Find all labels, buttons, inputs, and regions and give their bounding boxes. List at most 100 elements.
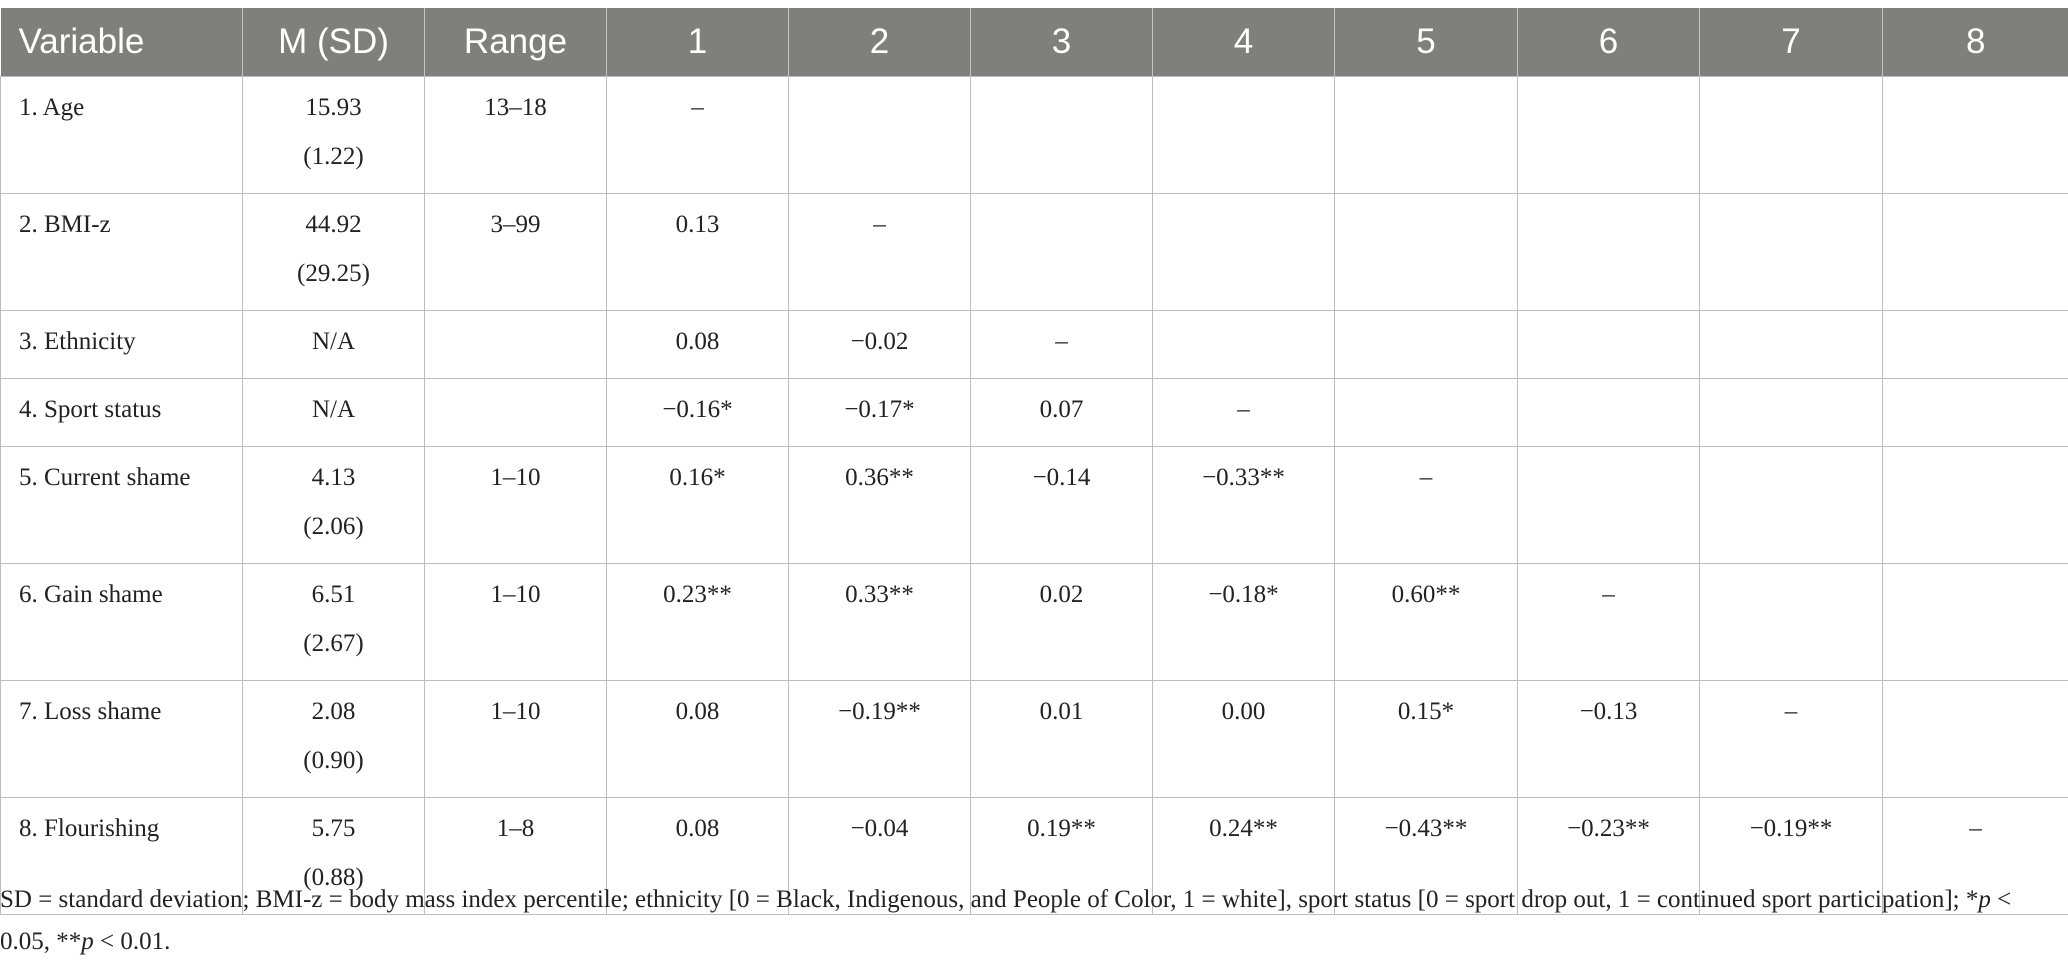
correlation-cell: −0.19** [1699,797,1883,915]
correlation-cell: – [606,76,789,194]
table-row: 1. Age 15.93 (1.22) 13–18– [0,76,2068,194]
sd-value: (0.88) [303,864,364,891]
header-col-6: 6 [1517,8,1700,77]
range-cell: 3–99 [424,193,607,311]
sd-value: (29.25) [297,260,370,287]
correlation-cell: −0.43** [1334,797,1518,915]
footnote-lead: SD = standard deviation; BMI-z = body ma… [0,886,1979,913]
correlation-cell [788,76,971,194]
correlation-cell [1699,563,1883,681]
correlation-cell: −0.33** [1152,446,1335,564]
mean-value: 5.75 [311,815,356,842]
correlation-cell [1517,378,1700,447]
mean-value: 2.08 [311,698,356,725]
correlation-cell: – [1334,446,1518,564]
mean-sd-cell: N/A [242,378,425,447]
correlation-cell: – [1699,680,1883,798]
correlation-cell [1517,310,1700,379]
correlation-cell [1699,446,1883,564]
sd-value: (0.90) [303,747,364,774]
correlation-cell [1334,378,1518,447]
range-cell: 13–18 [424,76,607,194]
table-row: 2. BMI-z 44.92 (29.25) 3–99 0.13– [0,193,2068,311]
correlation-cell [1334,193,1518,311]
mean-value: 44.92 [305,211,362,238]
correlation-cell [1517,193,1700,311]
header-col-5: 5 [1334,8,1518,77]
correlation-cell: – [788,193,971,311]
correlation-cell: 0.00 [1152,680,1335,798]
variable-cell: 7. Loss shame [0,680,243,798]
table-body: 1. Age 15.93 (1.22) 13–18–2. BMI-z 44.92 (29.… [0,76,2068,915]
header-col-8: 8 [1882,8,2068,77]
mean-sd-cell: 4.13 (2.06) [242,446,425,564]
correlation-cell: 0.08 [606,680,789,798]
correlation-cell: 0.15* [1334,680,1518,798]
correlation-cell [1882,563,2068,681]
correlation-cell: – [1517,563,1700,681]
correlation-cell [1699,193,1883,311]
mean-sd-cell: 5.75 (0.88) [242,797,425,915]
correlation-cell: 0.02 [970,563,1153,681]
correlation-cell: −0.04 [788,797,971,915]
mean-value: N/A [311,328,356,355]
range-cell: 1–10 [424,563,607,681]
correlation-cell [1699,310,1883,379]
range-cell: 1–8 [424,797,607,915]
correlation-cell: 0.33** [788,563,971,681]
correlation-cell: 0.60** [1334,563,1518,681]
correlation-cell: – [1882,797,2068,915]
header-variable: Variable [0,8,243,77]
mean-sd-cell: 6.51 (2.67) [242,563,425,681]
correlation-cell: 0.16* [606,446,789,564]
sd-value: (1.22) [303,143,364,170]
mean-sd-cell: N/A [242,310,425,379]
header-row: Variable M (SD) Range 1 2 3 4 5 6 7 8 [0,8,2068,77]
correlation-cell: 0.08 [606,310,789,379]
correlation-cell: 0.36** [788,446,971,564]
correlation-cell: −0.14 [970,446,1153,564]
sd-value: (2.67) [303,630,364,657]
table-row: 8. Flourishing 5.75 (0.88) 1–8 0.08 −0.04 0.19… [0,797,2068,915]
variable-cell: 4. Sport status [0,378,243,447]
correlation-cell [1152,193,1335,311]
footnote-mid: < 0.05, ** [0,886,2012,955]
correlation-cell: 0.08 [606,797,789,915]
correlation-cell [1152,310,1335,379]
sd-value: (2.06) [303,513,364,540]
variable-cell: 1. Age [0,76,243,194]
table-row: 7. Loss shame 2.08 (0.90) 1–10 0.08 −0.19** 0.… [0,680,2068,798]
correlation-table-container: Variable M (SD) Range 1 2 3 4 5 6 7 8 1. Age 15.93 (… [0,8,2068,915]
table-footnote: SD = standard deviation; BMI-z = body ma… [0,879,2050,963]
header-range: Range [424,8,607,77]
variable-cell: 5. Current shame [0,446,243,564]
correlation-cell: 0.19** [970,797,1153,915]
variable-cell: 6. Gain shame [0,563,243,681]
correlation-cell: – [970,310,1153,379]
mean-value: 6.51 [311,581,356,608]
mean-value: 15.93 [305,94,362,121]
footnote-p-symbol: p [1978,886,1991,913]
footnote-tail: < 0.01. [93,928,171,955]
range-cell [424,378,607,447]
correlation-cell [1882,378,2068,447]
correlation-cell: 0.07 [970,378,1153,447]
correlation-cell [970,193,1153,311]
correlation-table: Variable M (SD) Range 1 2 3 4 5 6 7 8 1. Age 15.93 (… [0,8,2068,915]
variable-cell: 2. BMI-z [0,193,243,311]
header-col-3: 3 [970,8,1153,77]
correlation-cell: −0.17* [788,378,971,447]
variable-cell: 3. Ethnicity [0,310,243,379]
range-cell: 1–10 [424,446,607,564]
correlation-cell [1882,193,2068,311]
correlation-cell: −0.16* [606,378,789,447]
correlation-cell [1882,76,2068,194]
correlation-cell: −0.23** [1517,797,1700,915]
mean-value: N/A [311,396,356,423]
header-col-4: 4 [1152,8,1335,77]
correlation-cell [1517,76,1700,194]
range-cell: 1–10 [424,680,607,798]
correlation-cell [1699,76,1883,194]
mean-sd-cell: 44.92 (29.25) [242,193,425,311]
header-mean-sd: M (SD) [242,8,425,77]
